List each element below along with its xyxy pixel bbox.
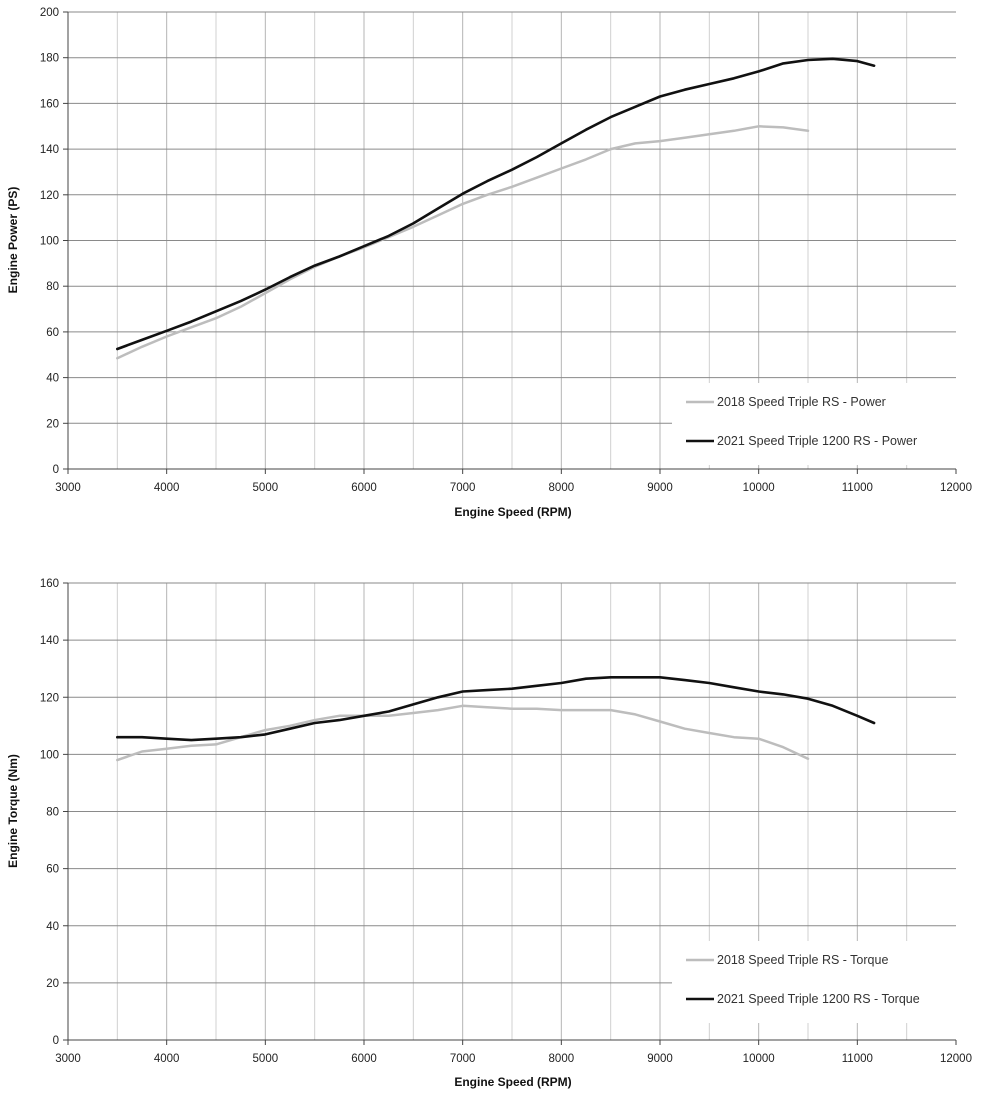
power-x-axis-title: Engine Speed (RPM) [454, 505, 571, 519]
power-y-tick-label: 20 [46, 418, 59, 430]
torque-x-tick-label: 4000 [154, 1053, 180, 1065]
torque-x-tick-label: 7000 [450, 1053, 476, 1065]
power-x-tick-label: 8000 [549, 482, 575, 494]
power-x-tick-label: 4000 [154, 482, 180, 494]
torque-series-line-2018 [116, 704, 810, 762]
power-x-tick-label: 3000 [55, 482, 81, 494]
torque-y-tick-label: 120 [40, 692, 59, 704]
torque-y-tick-label: 140 [40, 635, 59, 647]
torque-y-tick-label: 160 [40, 578, 59, 590]
torque-legend: 2018 Speed Triple RS - Torque 2021 Speed… [672, 941, 956, 1023]
power-y-axis-title: Engine Power (PS) [6, 187, 20, 294]
power-legend-label-2021: 2021 Speed Triple 1200 RS - Power [717, 434, 917, 448]
power-y-tick-label: 80 [46, 281, 59, 293]
torque-gridlines [68, 582, 956, 1040]
torque-x-tick-label: 12000 [940, 1053, 972, 1065]
torque-series-line-2021 [116, 675, 876, 742]
torque-x-tick-label: 9000 [647, 1053, 673, 1065]
power-x-tick-label: 10000 [743, 482, 775, 494]
torque-x-tick-label: 10000 [743, 1053, 775, 1065]
torque-x-tick-label: 5000 [253, 1053, 279, 1065]
torque-y-tick-label: 0 [53, 1035, 59, 1047]
torque-legend-label-2021: 2021 Speed Triple 1200 RS - Torque [717, 992, 920, 1006]
torque-x-tick-label: 6000 [351, 1053, 377, 1065]
power-x-tick-label: 5000 [253, 482, 279, 494]
power-x-axis: 3000 4000 5000 6000 7000 8000 9000 10000 11000 12… [55, 468, 972, 494]
torque-chart: 0 20 40 60 80 100 120 140 160 3000 4000 5000 6000 70… [6, 578, 972, 1089]
power-series-line-2021 [116, 57, 876, 351]
power-y-tick-label: 60 [46, 327, 59, 339]
power-x-tick-label: 11000 [842, 482, 873, 494]
torque-x-tick-label: 8000 [549, 1053, 575, 1065]
power-series-line-2018 [116, 125, 810, 360]
torque-y-tick-label: 80 [46, 807, 59, 819]
power-y-tick-label: 40 [46, 373, 59, 385]
power-x-tick-label: 6000 [351, 482, 377, 494]
torque-y-axis: 0 20 40 60 80 100 120 140 160 [40, 578, 69, 1047]
power-legend-label-2018: 2018 Speed Triple RS - Power [717, 395, 886, 409]
power-y-tick-label: 0 [53, 464, 59, 476]
torque-y-tick-label: 60 [46, 864, 59, 876]
power-y-axis: 0 20 40 60 80 100 120 140 160 180 200 [40, 7, 69, 476]
power-y-tick-label: 120 [40, 190, 59, 202]
power-y-tick-label: 140 [40, 144, 59, 156]
power-series [116, 57, 876, 360]
torque-x-tick-label: 11000 [842, 1053, 873, 1065]
torque-legend-label-2018: 2018 Speed Triple RS - Torque [717, 953, 888, 967]
power-y-tick-label: 180 [40, 53, 59, 65]
power-x-tick-label: 7000 [450, 482, 476, 494]
power-y-tick-label: 100 [40, 236, 59, 248]
torque-y-tick-label: 100 [40, 749, 59, 761]
power-x-tick-label: 12000 [940, 482, 972, 494]
torque-y-tick-label: 40 [46, 921, 59, 933]
power-legend: 2018 Speed Triple RS - Power 2021 Speed … [672, 383, 956, 465]
torque-y-axis-title: Engine Torque (Nm) [6, 754, 20, 868]
power-y-tick-label: 200 [40, 7, 59, 19]
power-y-tick-label: 160 [40, 98, 59, 110]
torque-series [116, 675, 876, 762]
torque-x-axis-title: Engine Speed (RPM) [454, 1075, 571, 1089]
torque-x-tick-label: 3000 [55, 1053, 81, 1065]
torque-x-axis: 3000 4000 5000 6000 7000 8000 9000 10000 11000 12… [55, 1039, 972, 1065]
power-chart: 0 20 40 60 80 100 120 140 160 180 200 3000 4000 5000… [6, 7, 972, 519]
torque-y-tick-label: 20 [46, 978, 59, 990]
power-x-tick-label: 9000 [647, 482, 673, 494]
